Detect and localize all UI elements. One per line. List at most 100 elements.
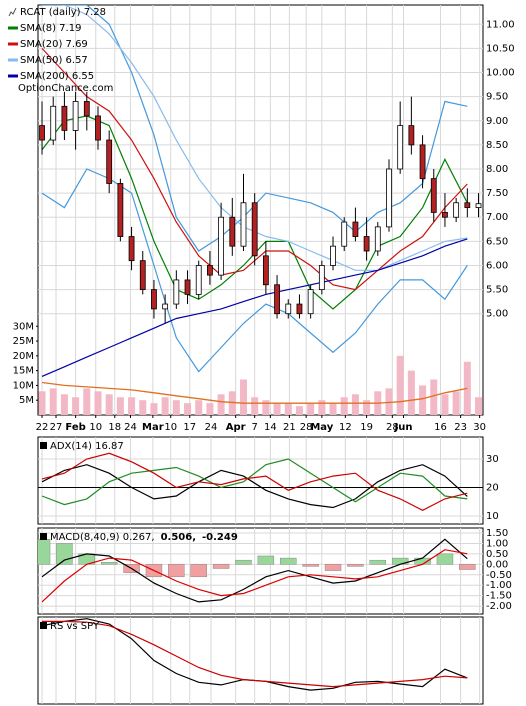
volume-bar: [228, 391, 236, 415]
panel-frame: [37, 616, 484, 705]
volume-bar: [105, 394, 113, 415]
candle-body: [285, 303, 292, 315]
candle-body: [262, 255, 269, 286]
y-tick-label: 1.50: [486, 528, 508, 539]
volume-bar: [83, 388, 91, 415]
y-tick-label: 8.50: [486, 140, 508, 151]
volume-bar: [419, 385, 427, 415]
x-tick-label: 12: [339, 422, 352, 433]
panel-title: RS vs SPY: [50, 621, 100, 632]
volume-bar: [172, 400, 180, 415]
histogram-bar: [436, 553, 454, 565]
panel-title: MACD(8,40,9) 0.267,: [50, 532, 155, 543]
y-tick-label: 7.50: [486, 188, 508, 199]
legend-label: SMA(50) 6.57: [20, 55, 88, 66]
plot-area: [41, 617, 481, 704]
x-tick-label: 7: [251, 422, 257, 433]
volume-bar: [396, 355, 404, 415]
x-tick-label: 19: [360, 422, 373, 433]
candle-body: [39, 125, 45, 141]
indicator-line: [41, 458, 468, 506]
candle-body: [330, 245, 336, 266]
histogram-bar: [38, 539, 51, 565]
candle-body: [318, 265, 325, 290]
title-icon: [40, 533, 47, 540]
y-tick-label: 9.00: [486, 116, 508, 127]
candle-body: [430, 178, 437, 213]
x-tick-label: 28: [386, 422, 399, 433]
histogram-bar: [257, 555, 275, 565]
x-tick-label: Feb: [65, 422, 85, 433]
candle-body: [117, 183, 124, 237]
volume-bar: [116, 397, 124, 415]
plot-area: [38, 437, 483, 524]
x-tick-label: 24: [205, 422, 218, 433]
volume-bar: [329, 403, 337, 415]
y-tick-label: 9.50: [486, 92, 508, 103]
y-tick-label: 5.00: [486, 309, 508, 320]
x-tick-label: 23: [454, 422, 467, 433]
y2-tick-label: 20M: [13, 351, 34, 362]
y-tick-label: 1.00: [486, 538, 508, 549]
candle-body: [195, 265, 202, 295]
candle-body: [61, 105, 68, 131]
candle-body: [397, 125, 404, 170]
lower-band: [41, 168, 468, 373]
candle-body: [453, 202, 460, 218]
candle-body: [184, 279, 191, 295]
histogram-bar: [100, 562, 118, 565]
y2-tick-label: 10M: [13, 380, 34, 391]
x-tick-label: 24: [124, 422, 137, 433]
volume-bar: [139, 400, 147, 415]
candle-body: [475, 203, 482, 208]
y-tick-label: 10.50: [486, 43, 515, 54]
volume-bar: [72, 397, 80, 415]
candle-body: [419, 144, 426, 180]
y-tick-label: -0.50: [486, 570, 512, 581]
plot-area: [38, 5, 483, 415]
volume-bar: [463, 361, 471, 415]
y-tick-label: 0.50: [486, 549, 508, 560]
title-icon: [8, 7, 17, 17]
x-tick-label: Apr: [226, 422, 246, 433]
candle-body: [95, 115, 101, 141]
y-tick-label: 0.00: [486, 559, 508, 570]
y-tick-label: -2.00: [486, 601, 512, 612]
candle-body: [106, 139, 113, 184]
candle-body: [363, 236, 370, 252]
volume-bar: [128, 397, 136, 415]
volume-bar: [441, 394, 449, 415]
volume-bar: [284, 403, 292, 415]
histogram-bar: [168, 564, 185, 578]
volume-bar: [150, 403, 158, 415]
volume-bar: [217, 394, 225, 415]
x-tick-label: 21: [283, 422, 296, 433]
x-tick-label: Jun: [394, 422, 413, 433]
volume-bar: [161, 397, 169, 415]
volume-bar: [49, 388, 57, 415]
histogram-bar: [369, 559, 386, 565]
volume-bar: [452, 391, 460, 415]
y2-tick-label: 30M: [13, 321, 34, 332]
volume-bar: [340, 397, 348, 415]
y2-tick-label: 5M: [19, 395, 34, 406]
candle-body: [240, 202, 247, 247]
candle-body: [386, 168, 392, 228]
y-tick-label: -1.50: [486, 591, 512, 602]
y-tick-label: 10.00: [486, 68, 515, 79]
histogram-bar: [324, 564, 342, 571]
candle-body: [352, 221, 359, 237]
x-tick-label: Mar: [142, 422, 164, 433]
volume-bar: [351, 394, 359, 415]
x-tick-label: 10: [89, 422, 102, 433]
candle-body: [72, 101, 79, 131]
watermark: OptionChance.com: [18, 83, 113, 94]
candle-body: [83, 101, 90, 117]
volume-bar: [38, 391, 46, 415]
y-tick-label: 7.00: [486, 212, 508, 223]
volume-bar: [363, 400, 371, 415]
volume-bar: [60, 394, 68, 415]
indicator-line: [41, 549, 468, 603]
histogram-bar: [56, 543, 73, 565]
